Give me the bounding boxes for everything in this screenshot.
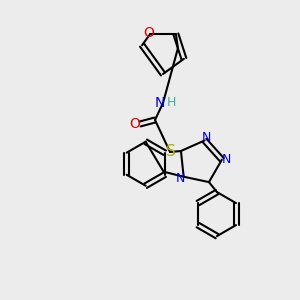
- Text: N: N: [155, 96, 165, 110]
- Text: O: O: [130, 117, 140, 131]
- Text: H: H: [166, 95, 176, 109]
- Text: S: S: [166, 145, 176, 160]
- Text: N: N: [222, 153, 232, 166]
- Text: N: N: [202, 131, 211, 144]
- Text: O: O: [144, 26, 154, 40]
- Text: N: N: [176, 172, 185, 185]
